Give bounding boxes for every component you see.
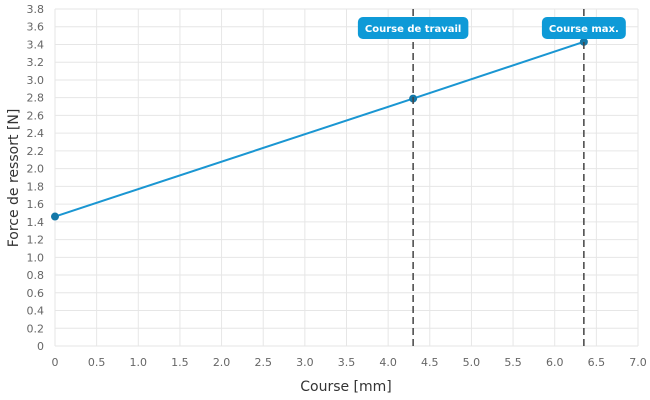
x-tick-label: 3.5 <box>338 356 356 369</box>
y-tick-label: 3.8 <box>27 3 45 16</box>
y-tick-label: 0 <box>37 340 44 353</box>
y-tick-label: 0.8 <box>27 269 45 282</box>
x-tick-label: 0 <box>52 356 59 369</box>
marker-label-text: Course max. <box>549 24 619 35</box>
y-tick-label: 3.4 <box>27 38 45 51</box>
y-axis-title: Force de ressort [N] <box>6 109 22 248</box>
data-point <box>579 37 588 46</box>
x-tick-label: 4.0 <box>379 356 397 369</box>
y-tick-label: 2.6 <box>27 109 45 122</box>
x-tick-label: 2.5 <box>254 356 272 369</box>
x-tick-label: 3.0 <box>296 356 314 369</box>
grid <box>54 8 639 347</box>
y-tick-label: 1.0 <box>27 251 45 264</box>
markers: Course de travail Course max. <box>357 9 626 346</box>
y-tick-label: 1.2 <box>27 234 45 247</box>
x-tick-label: 7.0 <box>629 356 647 369</box>
series-line <box>54 40 585 218</box>
x-tick-label: 4.5 <box>421 356 439 369</box>
x-tick-label: 5.0 <box>463 356 481 369</box>
marker-label: Course de travail <box>357 17 469 39</box>
marker-label: Course max. <box>541 17 626 39</box>
x-tick-label: 0.5 <box>88 356 106 369</box>
data-point <box>51 212 59 221</box>
y-tick-label: 0.4 <box>27 305 45 318</box>
y-tick-label: 2.4 <box>27 127 45 140</box>
x-tick-label: 2.0 <box>213 356 231 369</box>
y-tick-label: 0.6 <box>27 287 45 300</box>
y-tick-label: 3.2 <box>27 56 45 69</box>
y-tick-label: 3.6 <box>27 21 45 34</box>
y-tick-label: 2.0 <box>27 163 45 176</box>
y-tick-label: 0.2 <box>27 322 45 335</box>
marker-label-box <box>357 17 469 39</box>
y-tick-label: 1.4 <box>27 216 45 229</box>
y-tick-label: 1.6 <box>27 198 45 211</box>
x-tick-label: 1.0 <box>130 356 148 369</box>
marker-label-box <box>541 17 626 39</box>
y-tick-label: 2.8 <box>27 92 45 105</box>
tick-labels: 0 0.5 1.0 1.5 2.0 2.5 3.0 3.5 4.0 4.5 5.0 5.5 6.0 6.5… <box>27 3 647 369</box>
x-tick-label: 5.5 <box>504 356 522 369</box>
y-tick-label: 1.8 <box>27 180 45 193</box>
y-tick-label: 2.2 <box>27 145 45 158</box>
x-tick-label: 6.5 <box>588 356 606 369</box>
series <box>51 37 588 221</box>
x-tick-label: 1.5 <box>171 356 189 369</box>
marker-label-text: Course de travail <box>365 24 461 35</box>
x-tick-label: 6.0 <box>546 356 564 369</box>
y-tick-label: 3.0 <box>27 74 45 87</box>
x-axis-title: Course [mm] <box>300 379 392 395</box>
